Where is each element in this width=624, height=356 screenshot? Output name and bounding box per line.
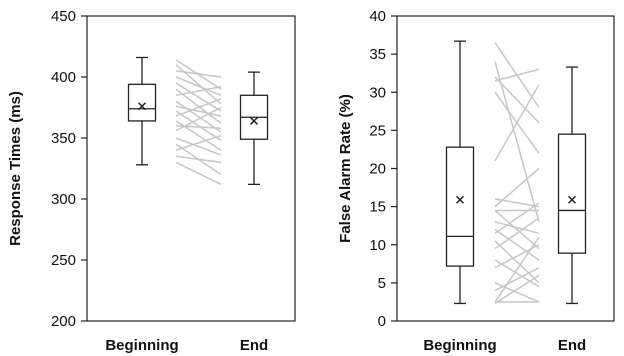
mean-marker <box>249 116 259 125</box>
paired-line <box>494 240 540 284</box>
plot-frame <box>86 15 296 322</box>
mean-marker-stroke <box>567 195 577 204</box>
paired-line <box>494 221 540 235</box>
paired-line <box>175 100 222 133</box>
mean-marker-stroke <box>455 195 465 204</box>
paired-line <box>175 86 222 97</box>
box-end <box>239 71 269 186</box>
box-beginning <box>127 56 157 166</box>
paired-line <box>175 161 222 186</box>
paired-line <box>494 209 540 250</box>
paired-line <box>175 82 222 112</box>
y-tick-label: 10 <box>369 237 386 254</box>
paired-line <box>175 137 222 156</box>
mean-marker-stroke <box>249 116 259 125</box>
iqr-box <box>127 83 157 122</box>
paired-line <box>494 217 540 250</box>
paired-line <box>175 98 222 117</box>
y-tick-label: 300 <box>51 191 76 208</box>
paired-line <box>494 266 540 292</box>
paired-line <box>175 76 222 96</box>
y-tick-label: 350 <box>51 130 76 147</box>
paired-line <box>494 228 540 261</box>
paired-line <box>175 134 222 151</box>
paired-line <box>175 105 222 117</box>
y-tick-label: 0 <box>378 313 386 330</box>
paired-line <box>494 167 540 208</box>
paired-line <box>494 68 540 82</box>
y-tick-label: 30 <box>369 84 386 101</box>
mean-marker-stroke <box>137 102 147 111</box>
y-tick-label: 40 <box>369 8 386 25</box>
paired-line <box>175 88 222 124</box>
paired-line <box>175 106 222 132</box>
y-tick-label: 20 <box>369 161 386 178</box>
y-tick-label: 35 <box>369 46 386 63</box>
paired-line <box>494 84 540 162</box>
response-times-panel: 200 250 300 350 400 450 Response Times (ms) Beg… <box>7 8 296 354</box>
y-tick-label: 25 <box>369 122 386 139</box>
box-beginning <box>445 40 475 305</box>
y-tick-label: 250 <box>51 252 76 269</box>
paired-line <box>175 70 222 78</box>
paired-line <box>175 155 222 164</box>
mean-marker <box>567 195 577 204</box>
paired-line <box>494 274 540 305</box>
mean-marker <box>455 195 465 204</box>
category-label-end: End <box>558 337 586 354</box>
y-tick-label: 400 <box>51 69 76 86</box>
category-label-beginning: Beginning <box>105 337 178 354</box>
y-axis-label: False Alarm Rate (%) <box>337 94 354 243</box>
y-tick-label: 450 <box>51 8 76 25</box>
paired-line <box>494 202 540 234</box>
y-axis-label: Response Times (ms) <box>7 91 24 246</box>
y-tick-label: 15 <box>369 199 386 216</box>
paired-line <box>494 76 540 124</box>
box-end <box>557 66 587 305</box>
false-alarm-rate-panel: 0 5 10 15 20 25 30 35 40 False Alarm Rate (%) Begi… <box>337 8 615 354</box>
category-label-end: End <box>240 337 268 354</box>
paired-line <box>175 110 222 142</box>
paired-line <box>494 236 540 303</box>
iqr-box <box>557 133 587 254</box>
y-tick-label: 5 <box>378 275 386 292</box>
mean-marker <box>137 102 147 111</box>
y-tick-label: 200 <box>51 313 76 330</box>
paired-line <box>494 61 540 223</box>
iqr-box <box>445 146 475 267</box>
category-label-beginning: Beginning <box>423 337 496 354</box>
